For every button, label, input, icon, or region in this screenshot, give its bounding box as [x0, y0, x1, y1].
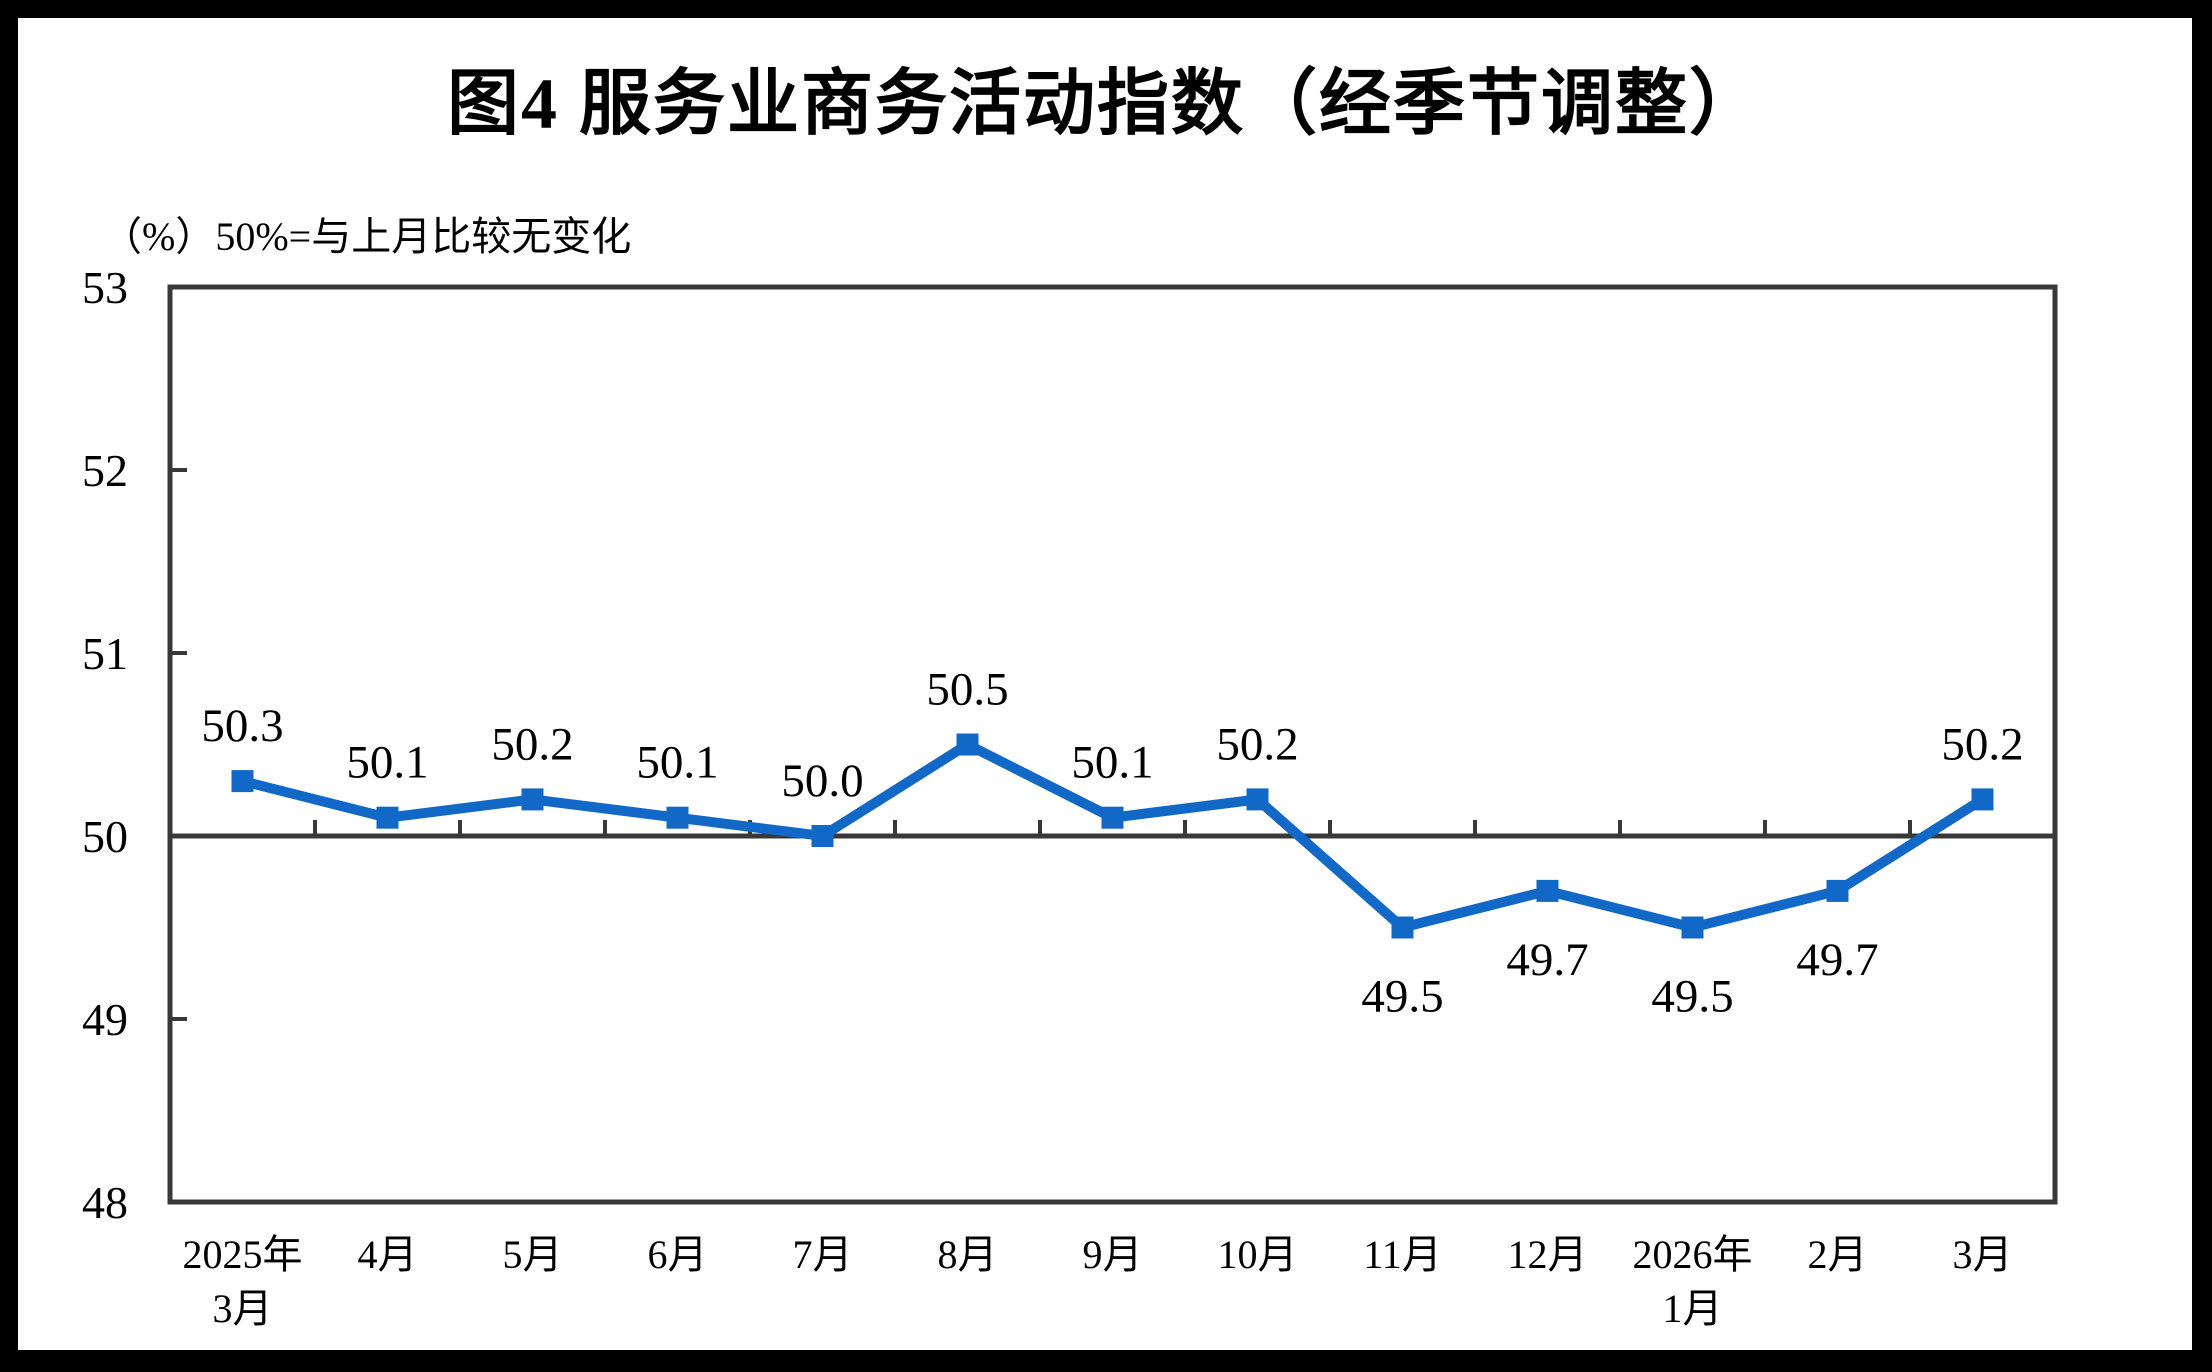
data-point-label: 50.1 — [1071, 737, 1153, 789]
data-point-marker — [811, 825, 834, 847]
x-axis-category-label: 2月 — [1808, 1232, 1868, 1277]
x-axis-category-label: 11月 — [1363, 1232, 1442, 1277]
data-point-label: 50.2 — [1941, 718, 2023, 770]
plot-border — [167, 284, 2058, 1205]
x-axis-category-label: 2026年 — [1633, 1232, 1753, 1277]
x-axis-category-label: 3月 — [213, 1286, 273, 1331]
x-axis-category-label: 12月 — [1508, 1232, 1588, 1277]
chart-title: 图4 服务业商务活动指数（经季节调整） — [446, 64, 1763, 144]
x-axis-category-label: 3月 — [1953, 1232, 2013, 1277]
data-point-marker — [1391, 916, 1414, 939]
x-axis-category-label: 1月 — [1663, 1286, 1723, 1331]
y-axis-tick-label: 49 — [82, 994, 128, 1045]
data-point-label: 49.5 — [1651, 971, 1733, 1023]
data-point-marker — [521, 788, 544, 811]
x-axis-category-label: 7月 — [793, 1232, 853, 1277]
x-axis-category-label: 2025年 — [183, 1232, 303, 1277]
data-point-marker — [666, 806, 689, 829]
x-axis-category-label: 8月 — [938, 1232, 998, 1277]
x-axis-category-label: 4月 — [358, 1232, 418, 1277]
data-point-label: 49.5 — [1361, 971, 1443, 1023]
data-point-marker — [1536, 879, 1559, 902]
x-axis-category-label: 5月 — [503, 1232, 563, 1277]
data-point-marker — [1826, 879, 1849, 902]
x-axis-category-label: 6月 — [648, 1232, 708, 1277]
data-point-label: 49.7 — [1796, 934, 1878, 986]
y-axis-tick-label: 50 — [82, 811, 128, 862]
data-point-label: 50.1 — [636, 737, 718, 789]
data-point-label: 50.3 — [201, 700, 283, 752]
y-axis-tick-label: 51 — [82, 628, 128, 679]
data-point-label: 50.1 — [346, 737, 428, 789]
data-point-marker — [1971, 788, 1994, 811]
data-point-marker — [956, 733, 979, 756]
y-axis-tick-label: 52 — [82, 445, 128, 496]
y-axis-tick-label: 48 — [82, 1177, 128, 1228]
data-point-marker — [1246, 788, 1269, 811]
data-point-label: 50.0 — [781, 755, 863, 807]
data-point-label: 50.5 — [926, 664, 1008, 716]
x-axis-category-label: 9月 — [1083, 1232, 1143, 1277]
data-point-label: 50.2 — [1216, 718, 1298, 770]
data-point-marker — [1101, 806, 1124, 829]
data-point-marker — [1681, 916, 1704, 939]
data-point-marker — [376, 806, 399, 829]
data-point-marker — [231, 770, 254, 793]
data-point-label: 50.2 — [491, 718, 573, 770]
y-axis-tick-label: 53 — [82, 262, 128, 313]
data-point-label: 49.7 — [1506, 934, 1588, 986]
chart-canvas: 图4 服务业商务活动指数（经季节调整） （%）50%=与上月比较无变化 — [18, 18, 2192, 1350]
chart-unit-note: （%）50%=与上月比较无变化 — [102, 214, 632, 259]
x-axis-category-label: 10月 — [1218, 1232, 1298, 1277]
